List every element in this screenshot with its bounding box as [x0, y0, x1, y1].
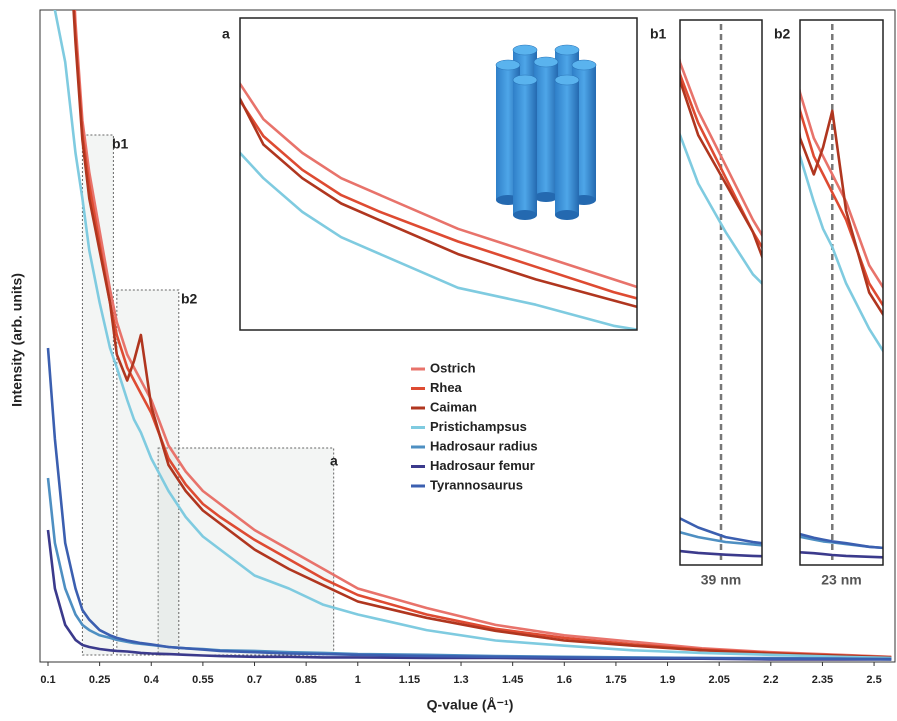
- series-line: [240, 151, 637, 330]
- x-tick-label: 2.2: [763, 674, 778, 686]
- cylinder-top: [554, 74, 580, 86]
- cylinder-top: [495, 59, 521, 71]
- x-tick-label: 0.55: [192, 674, 213, 686]
- cylinder-body: [555, 80, 579, 215]
- series-line: [680, 73, 762, 260]
- series-line: [680, 131, 762, 286]
- inset-label: b1: [650, 26, 667, 42]
- series-line: [73, 10, 892, 659]
- x-tick-label: 2.5: [866, 674, 881, 686]
- series-line: [680, 530, 762, 547]
- inset: a: [222, 17, 638, 331]
- legend-label: Rhea: [430, 380, 463, 395]
- x-axis-title: Q-value (Å⁻¹): [427, 697, 514, 713]
- legend-label: Tyrannosaurus: [430, 477, 523, 492]
- series-line: [680, 516, 762, 545]
- legend: Ostrich Rhea Caiman Pristichampsus Hadrosaur…: [411, 360, 538, 492]
- x-tick-label: 1.9: [660, 674, 675, 686]
- x-tick-label: 1.6: [557, 674, 572, 686]
- cylinder-top: [554, 44, 580, 56]
- cylinder-top: [571, 59, 597, 71]
- series-line: [680, 55, 762, 238]
- x-tick-label: 1.15: [399, 674, 420, 686]
- series-line: [72, 10, 892, 659]
- inset-frame: [799, 19, 884, 566]
- inset-frame: [239, 17, 638, 331]
- cylinder-bottom: [534, 192, 558, 202]
- series-line: [240, 96, 637, 309]
- series-line: [800, 532, 883, 550]
- legend-label: Ostrich: [430, 360, 476, 375]
- insets: a 39 nm b1 23 nm b2: [222, 17, 884, 588]
- x-tick-label: 1.75: [605, 674, 626, 686]
- zoom-region: [81, 134, 114, 656]
- x-tick-label: 1: [355, 674, 361, 686]
- series-line: [53, 10, 892, 660]
- cylinder-bottom: [513, 210, 537, 220]
- main-plot: 0.1 0.25 0.4 0.55 0.7 0.85 1 1.15 1.3 1.45 1.6 1.75…: [40, 10, 892, 686]
- zoom-region: [157, 447, 335, 656]
- inset-label: b2: [774, 26, 791, 42]
- series-line: [680, 549, 762, 558]
- series-line: [800, 550, 883, 559]
- cylinder-body: [534, 62, 558, 197]
- x-tick-label: 0.4: [144, 674, 160, 686]
- legend-label: Pristichampsus: [430, 419, 527, 434]
- series-line: [800, 104, 883, 308]
- x-tick-label: 0.25: [89, 674, 110, 686]
- cylinder-top: [512, 44, 538, 56]
- legend-label: Caiman: [430, 399, 477, 414]
- x-tick-label: 2.35: [812, 674, 833, 686]
- inset-frame-bg: [680, 20, 762, 565]
- marker-label: 23 nm: [821, 572, 861, 588]
- x-tick-label: 1.3: [453, 674, 468, 686]
- series-line: [800, 152, 883, 354]
- region-label: a: [330, 453, 338, 469]
- cylinder-top: [533, 56, 559, 68]
- inset-frame: [679, 19, 763, 566]
- inset: 23 nm b2: [774, 19, 884, 588]
- x-tick-label: 0.7: [247, 674, 262, 686]
- plot-frame: [39, 9, 896, 663]
- marker-label: 39 nm: [701, 572, 741, 588]
- series-line: [240, 81, 637, 289]
- legend-label: Hadrosaur radius: [430, 438, 538, 453]
- series-line: [240, 98, 637, 300]
- series-line: [46, 347, 892, 661]
- series-line: [800, 86, 883, 290]
- series-line: [800, 109, 883, 317]
- x-tick-label: 1.45: [502, 674, 523, 686]
- legend-label: Hadrosaur femur: [430, 458, 535, 473]
- fibril-icon: [495, 44, 597, 220]
- x-tick-label: 2.05: [708, 674, 729, 686]
- x-tick-label: 0.85: [295, 674, 316, 686]
- region-label: b1: [112, 136, 129, 152]
- x-tick-label: 0.1: [40, 674, 55, 686]
- cylinder-bottom: [555, 210, 579, 220]
- region-label: b2: [181, 291, 198, 307]
- inset: 39 nm b1: [650, 19, 763, 588]
- zoom-region: [116, 289, 180, 656]
- cylinder-top: [512, 74, 538, 86]
- y-axis-title: Intensity (arb. units): [9, 273, 25, 407]
- inset-label: a: [222, 26, 230, 42]
- cylinder-body: [513, 80, 537, 215]
